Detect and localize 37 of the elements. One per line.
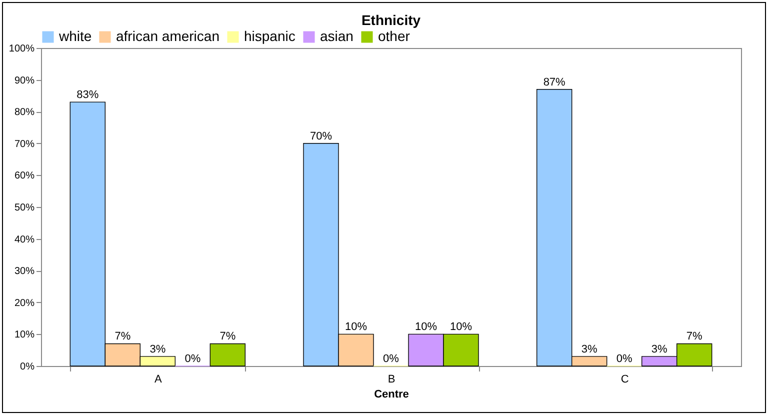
data-label: 7% xyxy=(114,330,131,343)
legend-label: hispanic xyxy=(244,28,296,44)
data-label: 7% xyxy=(686,330,702,343)
bar xyxy=(210,343,246,366)
y-tick-label: 80% xyxy=(14,107,35,118)
data-label: 7% xyxy=(220,330,236,343)
y-tick-label: 90% xyxy=(14,75,35,86)
y-tick-label: 70% xyxy=(14,138,35,150)
legend-label: other xyxy=(378,28,410,44)
x-axis-title: Centre xyxy=(374,388,409,400)
data-label: 0% xyxy=(383,353,400,365)
x-tick-label: B xyxy=(388,374,396,386)
y-tick-label: 0% xyxy=(20,362,35,372)
legend-label: white xyxy=(58,28,92,44)
y-tick-label: 50% xyxy=(14,202,35,214)
data-label: 3% xyxy=(150,343,166,356)
data-label: 70% xyxy=(310,130,332,142)
data-label: 87% xyxy=(543,76,566,88)
data-label: 3% xyxy=(581,343,598,356)
chart-title: Ethnicity xyxy=(361,12,421,28)
y-tick-label: 30% xyxy=(14,266,35,278)
data-label: 83% xyxy=(76,89,99,102)
y-tick-label: 60% xyxy=(14,170,35,182)
x-tick-label: A xyxy=(154,374,162,386)
data-label: 10% xyxy=(450,321,472,334)
data-label: 10% xyxy=(344,321,368,334)
y-tick-label: 40% xyxy=(14,234,35,246)
data-label: 0% xyxy=(616,353,632,365)
y-tick-label: 100% xyxy=(8,44,35,54)
data-label: 0% xyxy=(184,353,201,365)
data-label: 3% xyxy=(651,343,668,356)
data-label: 10% xyxy=(414,321,438,334)
y-tick-label: 20% xyxy=(14,298,35,309)
x-tick-label: C xyxy=(620,374,629,386)
legend-label: asian xyxy=(320,28,354,44)
legend-label: african american xyxy=(116,28,220,44)
y-tick-label: 10% xyxy=(14,330,35,341)
